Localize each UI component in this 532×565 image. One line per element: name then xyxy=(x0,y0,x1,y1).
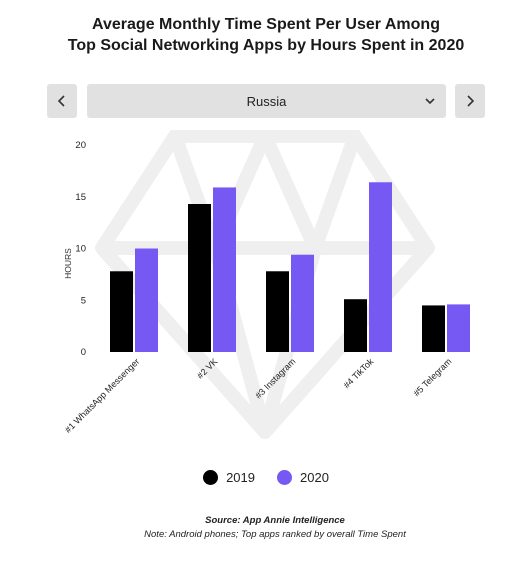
y-tick-label: 0 xyxy=(81,347,86,358)
y-tick-label: 15 xyxy=(75,192,86,203)
legend-swatch-2019 xyxy=(203,470,219,485)
bar-2019 xyxy=(266,271,289,352)
note-text: Note: Android phones; Top apps ranked by… xyxy=(144,529,406,540)
legend-label-2020: 2020 xyxy=(300,470,329,485)
chart-title: Average Monthly Time Spent Per User Amon… xyxy=(0,14,532,56)
bar-2019 xyxy=(344,299,367,352)
x-tick-label: #1 WhatsApp Messenger xyxy=(63,356,142,435)
bar-2020 xyxy=(447,304,470,352)
previous-button[interactable] xyxy=(47,84,77,118)
x-tick-label: #4 TikTok xyxy=(341,356,375,390)
bar-2020 xyxy=(135,248,158,352)
chevron-down-icon xyxy=(425,98,435,105)
bar-2020 xyxy=(369,182,392,352)
chart-title-line-1: Average Monthly Time Spent Per User Amon… xyxy=(92,16,440,33)
chevron-right-icon xyxy=(467,95,475,107)
y-tick-label: 10 xyxy=(75,244,86,255)
next-button[interactable] xyxy=(455,84,485,118)
x-tick-label: #5 Telegram xyxy=(411,356,453,398)
chart-legend: 2019 2020 xyxy=(0,470,532,485)
country-select-value: Russia xyxy=(246,93,287,109)
chevron-left-icon xyxy=(57,95,65,107)
legend-item-2019: 2019 xyxy=(203,470,255,485)
legend-swatch-2020 xyxy=(277,470,292,485)
legend-item-2020: 2020 xyxy=(277,470,329,485)
bar-2019 xyxy=(188,203,211,352)
source-text: Source: App Annie Intelligence xyxy=(205,515,345,526)
bar-2019 xyxy=(110,271,133,352)
bar-2019 xyxy=(422,305,445,352)
y-tick-label: 20 xyxy=(75,140,86,151)
y-axis-label: HOURS xyxy=(63,248,73,279)
chart-title-line-2: Top Social Networking Apps by Hours Spen… xyxy=(67,37,465,54)
y-tick-label: 5 xyxy=(81,295,86,306)
bar-2020 xyxy=(291,254,314,352)
bar-2020 xyxy=(213,187,236,352)
legend-label-2019: 2019 xyxy=(226,470,255,485)
country-select[interactable]: Russia xyxy=(87,84,446,118)
